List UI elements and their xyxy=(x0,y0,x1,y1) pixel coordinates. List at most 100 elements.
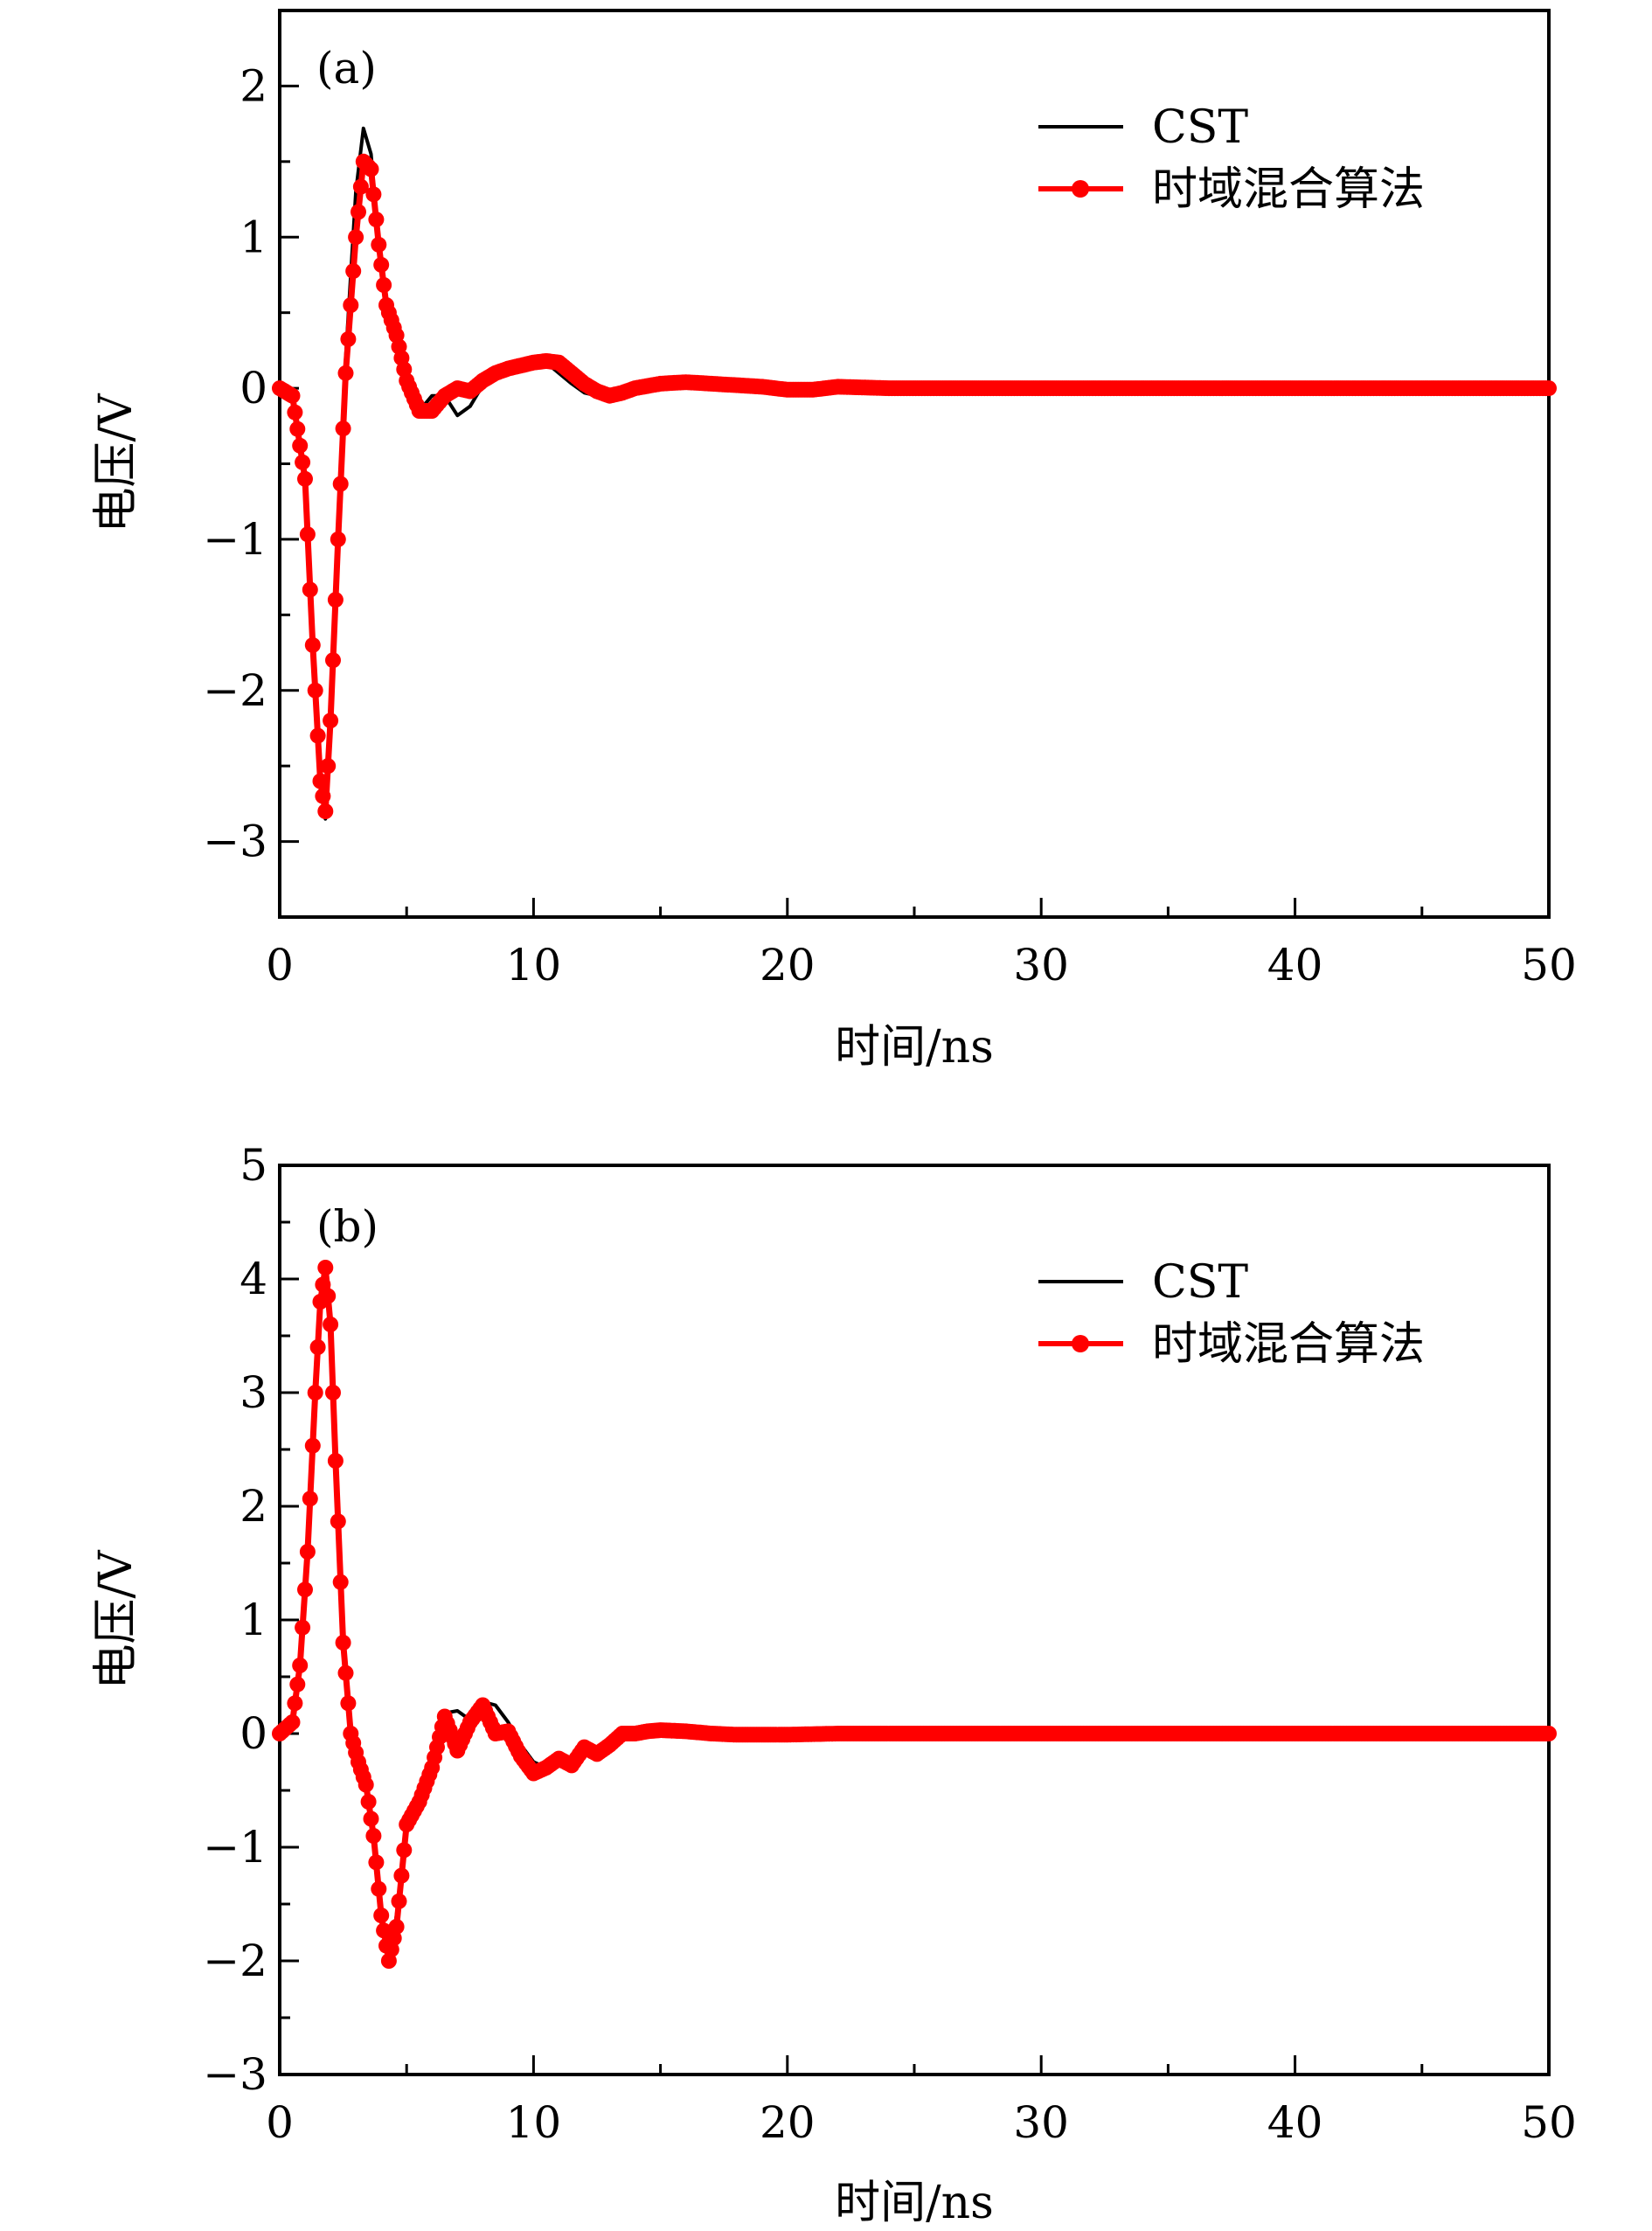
series-point-hybrid xyxy=(1541,1726,1557,1741)
series-point-hybrid xyxy=(287,1695,303,1712)
series-point-hybrid xyxy=(292,437,309,454)
series-point-hybrid xyxy=(299,1544,316,1560)
series-point-hybrid xyxy=(368,212,385,228)
y-tick-label: 4 xyxy=(239,1254,267,1304)
series-point-hybrid xyxy=(287,404,303,420)
panel-label: (b) xyxy=(316,1201,378,1252)
series-point-hybrid xyxy=(284,1714,301,1730)
series-point-hybrid xyxy=(297,1581,313,1598)
series-point-hybrid xyxy=(299,526,316,543)
x-tick-label: 40 xyxy=(1267,940,1323,990)
y-tick-label: 5 xyxy=(239,1140,267,1191)
plot-frame xyxy=(278,9,1551,919)
series-point-hybrid xyxy=(348,229,364,246)
legend-label-cst: CST xyxy=(1152,1256,1248,1309)
series-point-hybrid xyxy=(320,1288,337,1304)
series-point-hybrid xyxy=(317,803,334,819)
plot-frame xyxy=(278,1164,1551,2076)
legend-label-hybrid: 时域混合算法 xyxy=(1152,163,1425,216)
series-point-hybrid xyxy=(295,454,311,470)
series-point-hybrid xyxy=(351,204,366,220)
series-point-hybrid xyxy=(307,1385,323,1400)
x-tick-label: 30 xyxy=(1013,2097,1069,2148)
series-point-hybrid xyxy=(340,1695,357,1712)
series-point-hybrid xyxy=(323,1317,339,1332)
y-tick-label: 0 xyxy=(239,363,267,414)
x-tick-label: 30 xyxy=(1013,940,1069,990)
y-tick-label: −1 xyxy=(203,514,267,565)
series-point-hybrid xyxy=(309,1339,326,1355)
y-tick-label: 2 xyxy=(239,60,267,111)
x-tick-label: 0 xyxy=(266,2097,294,2148)
series-point-hybrid xyxy=(1541,380,1557,397)
series-point-hybrid xyxy=(304,636,321,653)
series-point-hybrid xyxy=(368,1854,385,1871)
x-tick-label: 40 xyxy=(1267,2097,1323,2148)
x-tick-label: 20 xyxy=(760,2097,816,2148)
series-point-hybrid xyxy=(373,256,390,273)
y-tick-label: −3 xyxy=(203,2049,267,2100)
y-tick-label: 0 xyxy=(239,1708,267,1759)
series-point-hybrid xyxy=(320,758,337,775)
series-line-cst xyxy=(278,1266,1549,1963)
series-point-hybrid xyxy=(315,788,331,804)
series-point-hybrid xyxy=(325,1385,341,1400)
series-point-hybrid xyxy=(335,1635,351,1651)
y-tick-label: 3 xyxy=(239,1367,267,1418)
series-point-hybrid xyxy=(332,1574,349,1590)
series-point-hybrid xyxy=(327,592,344,608)
x-tick-label: 10 xyxy=(506,2097,562,2148)
series-point-hybrid xyxy=(371,1880,387,1897)
series-point-hybrid xyxy=(357,1776,374,1793)
series-point-hybrid xyxy=(292,1658,309,1673)
x-tick-label: 50 xyxy=(1521,940,1577,990)
series-point-hybrid xyxy=(327,1453,344,1469)
y-tick-label: 1 xyxy=(239,212,267,262)
series-point-hybrid xyxy=(302,581,318,598)
series-point-hybrid xyxy=(352,178,369,195)
series-line-hybrid xyxy=(277,1264,1549,1964)
legend-label-hybrid: 时域混合算法 xyxy=(1152,1318,1425,1371)
panel-label: (a) xyxy=(316,43,377,94)
y-axis-label: 电压/V xyxy=(90,1549,142,1690)
panel-b: (b) 时间/ns 电压/V 0 10 20 30 40 50 −3 −2 −1 0 1 2 3 4 5 C… xyxy=(90,1140,1577,2229)
series-point-hybrid xyxy=(284,387,301,404)
series-point-hybrid xyxy=(289,1676,306,1692)
y-tick-label: 2 xyxy=(239,1481,267,1532)
series-point-hybrid xyxy=(393,1867,410,1884)
series-point-hybrid xyxy=(289,420,306,437)
series-point-hybrid xyxy=(373,1908,390,1923)
x-axis-label: 时间/ns xyxy=(835,1021,994,1074)
series-point-hybrid xyxy=(335,420,351,437)
series-point-hybrid xyxy=(297,470,313,487)
series-point-hybrid xyxy=(371,236,387,253)
series-point-hybrid xyxy=(363,1811,379,1827)
x-tick-label: 50 xyxy=(1521,2097,1577,2148)
series-point-hybrid xyxy=(345,263,362,280)
series-point-hybrid xyxy=(391,1893,407,1909)
legend: CST 时域混合算法 xyxy=(1038,1256,1425,1371)
x-tick-label: 10 xyxy=(506,940,562,990)
series-point-hybrid xyxy=(332,476,349,492)
series-line-cst xyxy=(278,126,1549,821)
y-axis-label: 电压/V xyxy=(90,393,142,533)
series-point-hybrid xyxy=(337,1665,354,1681)
series-point-hybrid xyxy=(360,1794,377,1810)
series-point-hybrid xyxy=(330,1513,346,1530)
x-tick-label: 0 xyxy=(266,940,294,990)
x-axis-label: 时间/ns xyxy=(835,2177,994,2229)
series-point-hybrid xyxy=(365,1828,382,1844)
series-point-hybrid xyxy=(317,1260,334,1275)
series-point-hybrid xyxy=(388,1919,405,1935)
legend: CST 时域混合算法 xyxy=(1038,101,1425,216)
series-point-hybrid xyxy=(396,1842,413,1859)
series-point-hybrid xyxy=(304,1437,321,1454)
series-point-hybrid xyxy=(365,186,382,203)
series-line-hybrid xyxy=(278,158,1549,815)
y-tick-label: −2 xyxy=(203,665,267,716)
series-point-hybrid xyxy=(295,1619,311,1636)
series-point-hybrid xyxy=(323,712,339,729)
series-point-hybrid xyxy=(312,773,329,789)
y-tick-label: −1 xyxy=(203,1822,267,1873)
